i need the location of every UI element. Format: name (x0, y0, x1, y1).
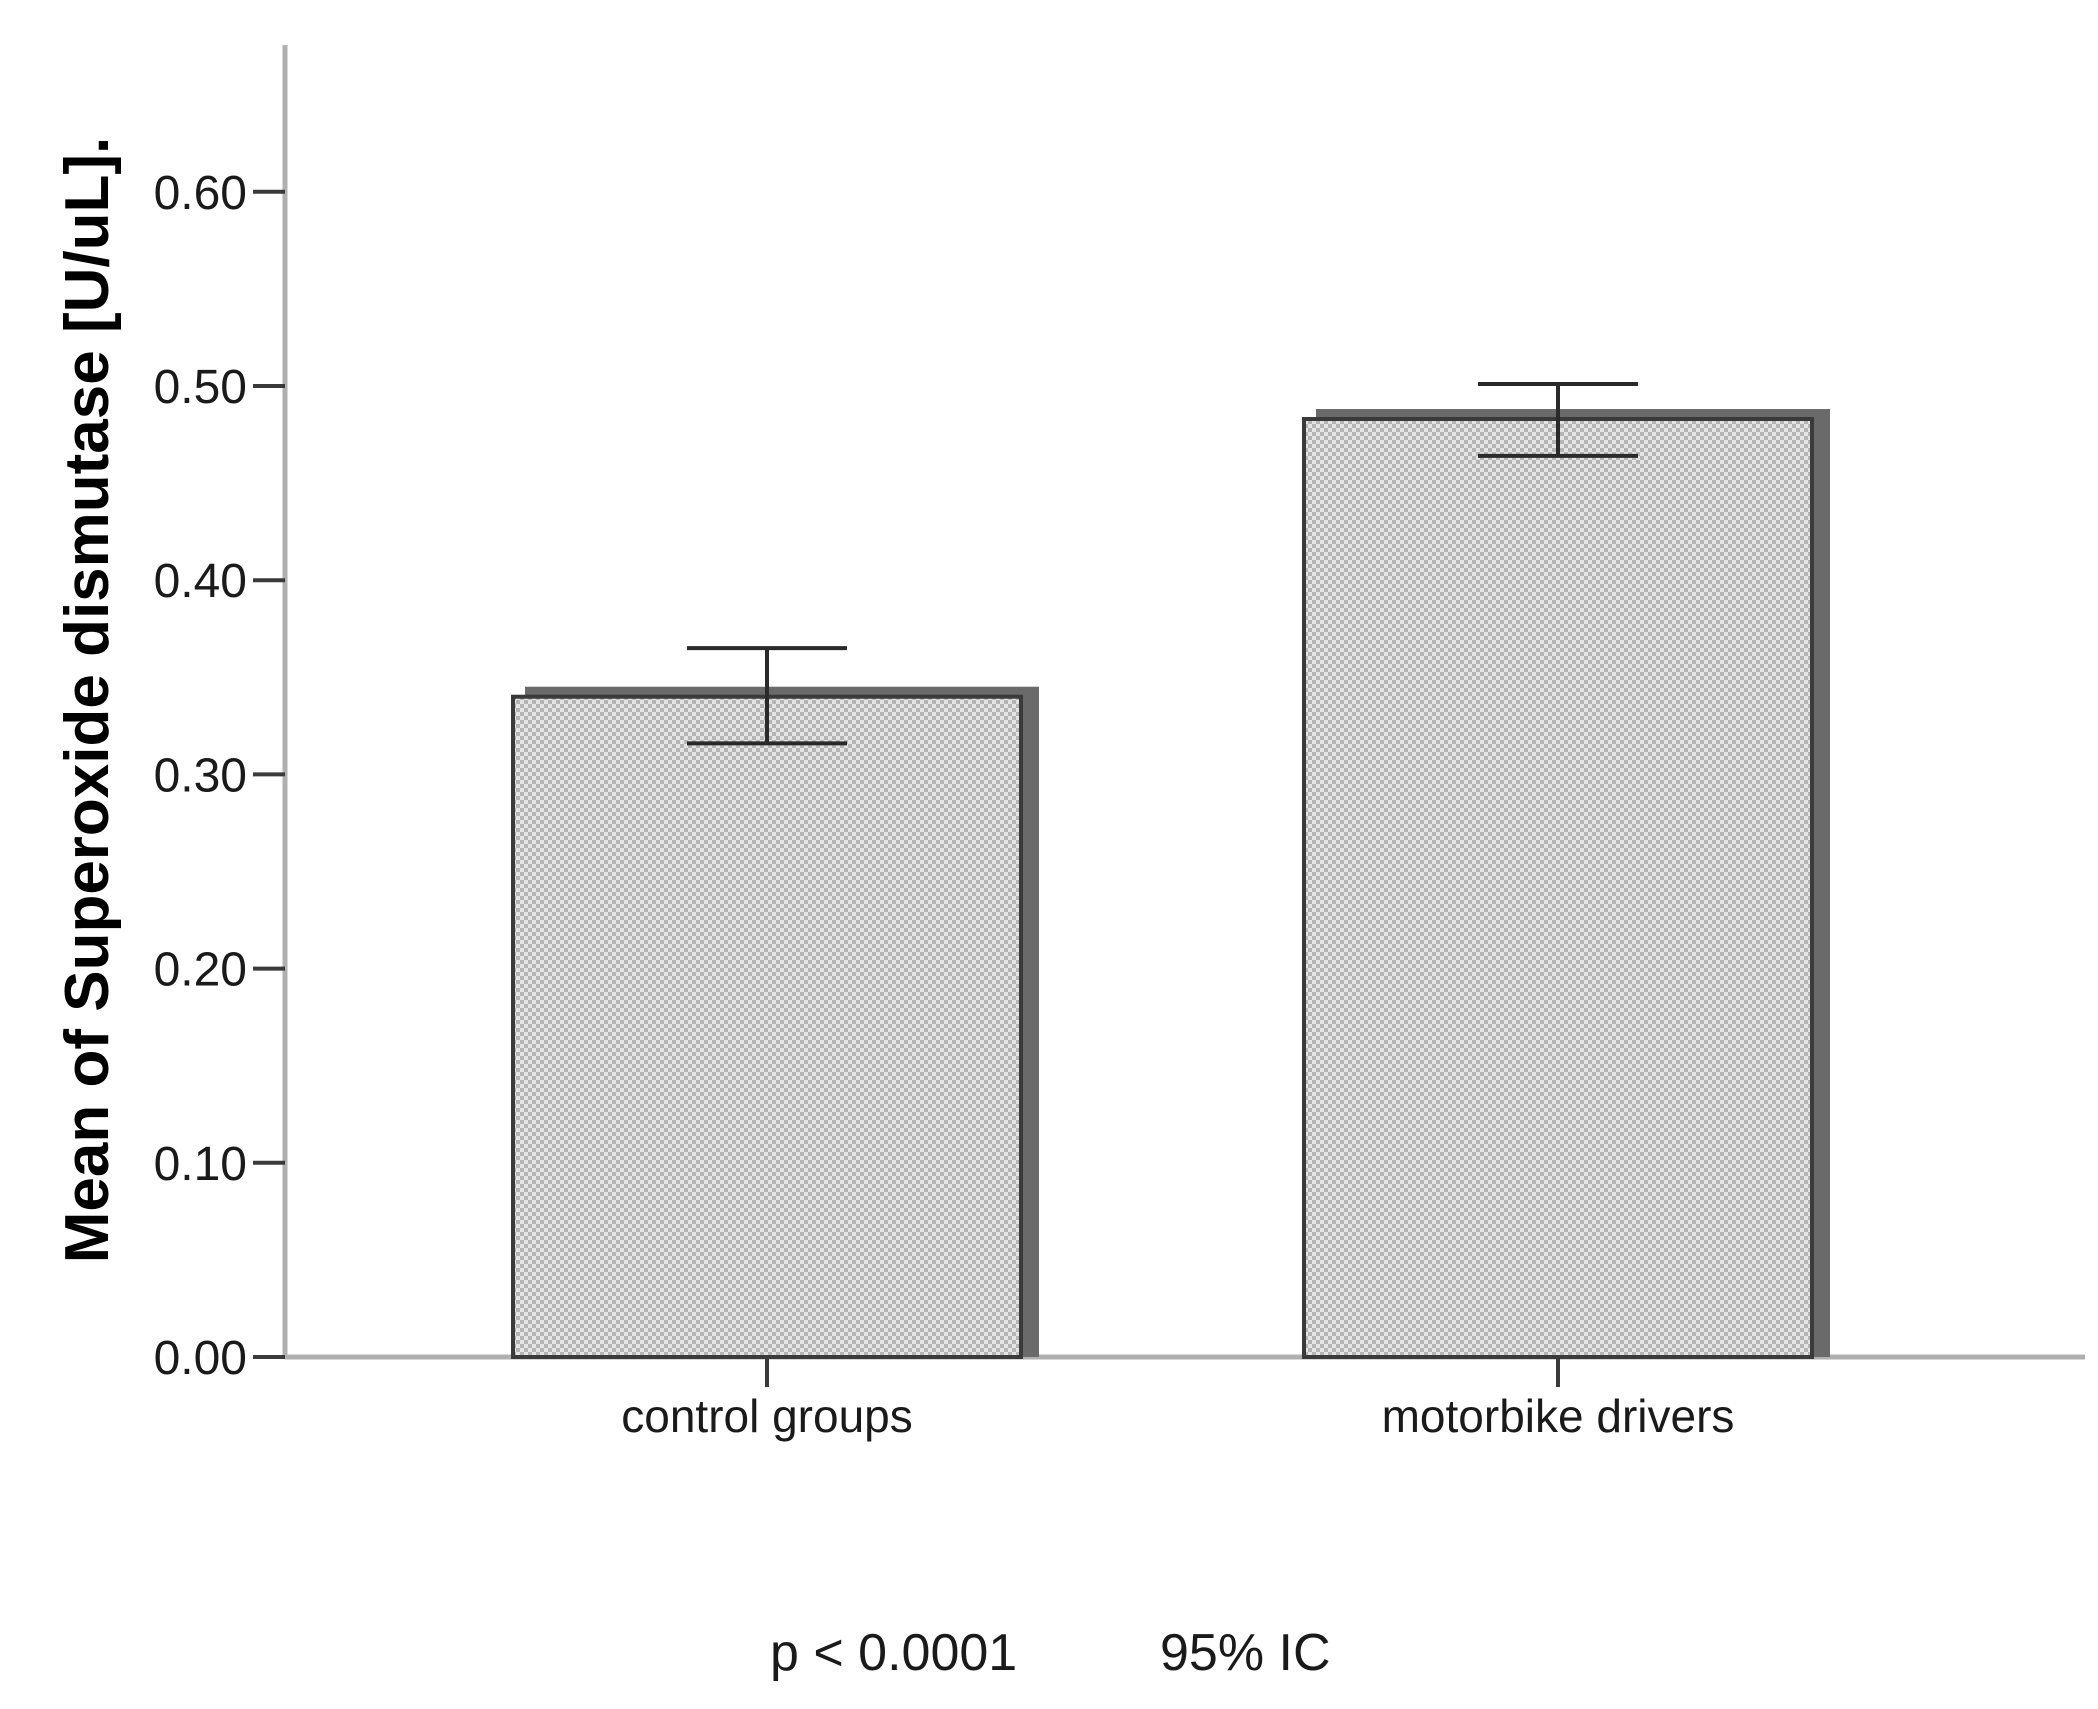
x-category-label: control groups (621, 1390, 913, 1442)
y-tick-label: 0.50 (154, 361, 247, 414)
y-axis-ticks: 0.00 0.10 0.20 0.30 0.40 0.50 0.60 (154, 167, 285, 1385)
y-tick-label: 0.00 (154, 1332, 247, 1385)
y-tick-label: 0.20 (154, 944, 247, 997)
bars (511, 382, 1830, 1360)
bar-2 (1302, 417, 1814, 1360)
y-tick-label: 0.10 (154, 1138, 247, 1191)
x-category-label: motorbike drivers (1382, 1390, 1735, 1442)
y-tick-label: 0.30 (154, 749, 247, 802)
bar-1 (511, 694, 1023, 1359)
confidence-note: 95% IC (1160, 1624, 1331, 1682)
y-tick-label: 0.40 (154, 555, 247, 608)
y-tick-label: 0.60 (154, 167, 247, 220)
y-axis-label: Mean of Superoxide dismutase [U/uL]. (53, 137, 122, 1263)
footnote: p < 0.0001 95% IC (770, 1624, 1331, 1682)
p-value-note: p < 0.0001 (770, 1624, 1017, 1682)
y-axis-title: Mean of Superoxide dismutase [U/uL]. (53, 137, 122, 1263)
x-axis-ticks: control groups motorbike drivers (621, 1357, 1734, 1442)
